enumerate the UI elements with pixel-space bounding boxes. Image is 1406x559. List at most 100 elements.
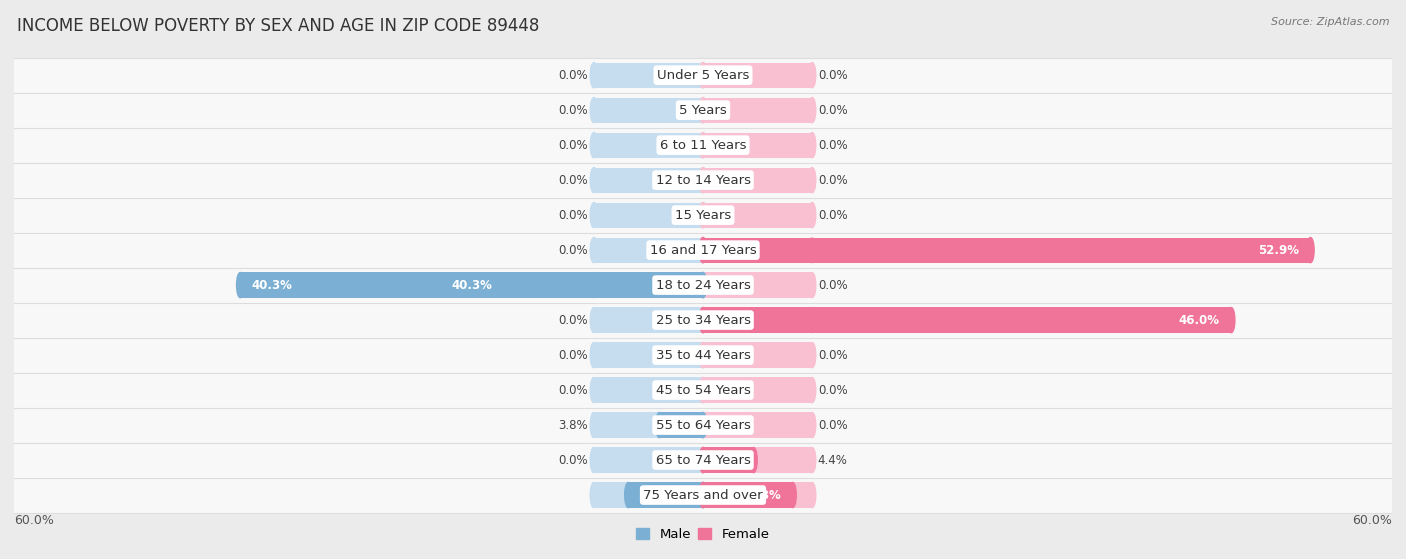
Ellipse shape — [236, 272, 245, 298]
Bar — [703, 447, 813, 473]
Ellipse shape — [808, 202, 815, 228]
Ellipse shape — [699, 447, 707, 473]
Bar — [0, 477, 1406, 513]
Bar — [703, 238, 813, 263]
Ellipse shape — [699, 168, 707, 193]
Ellipse shape — [624, 482, 633, 508]
Ellipse shape — [789, 482, 796, 508]
Text: INCOME BELOW POVERTY BY SEX AND AGE IN ZIP CODE 89448: INCOME BELOW POVERTY BY SEX AND AGE IN Z… — [17, 17, 540, 35]
Bar — [0, 93, 1406, 127]
Ellipse shape — [808, 168, 815, 193]
Ellipse shape — [591, 238, 598, 263]
Bar — [593, 238, 703, 263]
Text: 0.0%: 0.0% — [818, 278, 848, 292]
Text: 0.0%: 0.0% — [558, 103, 588, 117]
Text: 4.4%: 4.4% — [818, 453, 848, 467]
Text: 6.5%: 6.5% — [640, 489, 672, 501]
Ellipse shape — [699, 307, 707, 333]
Bar — [593, 272, 703, 298]
Bar — [0, 408, 1406, 443]
Ellipse shape — [699, 97, 707, 123]
Bar — [628, 482, 703, 508]
Ellipse shape — [808, 97, 815, 123]
Ellipse shape — [699, 307, 707, 333]
Ellipse shape — [699, 482, 707, 508]
Text: 25 to 34 Years: 25 to 34 Years — [655, 314, 751, 326]
Bar — [593, 307, 703, 333]
Bar — [703, 377, 813, 402]
Ellipse shape — [699, 168, 707, 193]
Ellipse shape — [699, 413, 707, 438]
Bar — [703, 343, 813, 368]
Text: 6.5%: 6.5% — [650, 489, 682, 501]
Ellipse shape — [699, 413, 707, 438]
Text: Under 5 Years: Under 5 Years — [657, 69, 749, 82]
Ellipse shape — [699, 377, 707, 402]
Ellipse shape — [808, 307, 815, 333]
Ellipse shape — [808, 482, 815, 508]
Bar — [703, 307, 1232, 333]
Bar — [593, 343, 703, 368]
Text: 0.0%: 0.0% — [818, 174, 848, 187]
Bar — [703, 238, 1310, 263]
Text: 6 to 11 Years: 6 to 11 Years — [659, 139, 747, 151]
Bar — [703, 132, 813, 158]
Bar — [659, 413, 703, 438]
Bar — [0, 198, 1406, 233]
Text: 60.0%: 60.0% — [1353, 514, 1392, 527]
Ellipse shape — [808, 447, 815, 473]
Ellipse shape — [591, 63, 598, 88]
Text: 5 Years: 5 Years — [679, 103, 727, 117]
Text: 0.0%: 0.0% — [558, 69, 588, 82]
Bar — [703, 482, 793, 508]
Bar — [240, 272, 703, 298]
Ellipse shape — [699, 413, 707, 438]
Ellipse shape — [808, 272, 815, 298]
Ellipse shape — [808, 132, 815, 158]
Bar — [0, 58, 1406, 93]
Bar — [593, 482, 703, 508]
Bar — [703, 63, 813, 88]
Ellipse shape — [699, 132, 707, 158]
Text: 0.0%: 0.0% — [818, 349, 848, 362]
Ellipse shape — [1306, 238, 1315, 263]
Bar — [703, 168, 813, 193]
Ellipse shape — [808, 238, 815, 263]
Text: 18 to 24 Years: 18 to 24 Years — [655, 278, 751, 292]
Ellipse shape — [699, 447, 707, 473]
Bar — [0, 372, 1406, 408]
Text: Source: ZipAtlas.com: Source: ZipAtlas.com — [1271, 17, 1389, 27]
Bar — [703, 413, 813, 438]
Text: 0.0%: 0.0% — [818, 383, 848, 396]
Text: 65 to 74 Years: 65 to 74 Years — [655, 453, 751, 467]
Bar — [593, 413, 703, 438]
Bar — [0, 302, 1406, 338]
Text: 35 to 44 Years: 35 to 44 Years — [655, 349, 751, 362]
Bar — [703, 307, 813, 333]
Text: 0.0%: 0.0% — [558, 209, 588, 221]
Ellipse shape — [591, 377, 598, 402]
Ellipse shape — [699, 482, 707, 508]
Bar — [593, 63, 703, 88]
Ellipse shape — [699, 132, 707, 158]
Ellipse shape — [699, 238, 707, 263]
Text: 0.0%: 0.0% — [818, 139, 848, 151]
Text: 52.9%: 52.9% — [1258, 244, 1299, 257]
Text: 0.0%: 0.0% — [558, 314, 588, 326]
Bar — [703, 97, 813, 123]
Ellipse shape — [699, 63, 707, 88]
Text: 55 to 64 Years: 55 to 64 Years — [655, 419, 751, 432]
Ellipse shape — [591, 413, 598, 438]
Ellipse shape — [699, 238, 707, 263]
Text: 0.0%: 0.0% — [818, 69, 848, 82]
Bar — [593, 377, 703, 402]
Text: 15 Years: 15 Years — [675, 209, 731, 221]
Text: 0.0%: 0.0% — [558, 453, 588, 467]
Ellipse shape — [699, 343, 707, 368]
Text: 40.3%: 40.3% — [252, 278, 292, 292]
Ellipse shape — [591, 447, 598, 473]
Text: 60.0%: 60.0% — [14, 514, 53, 527]
Text: 0.0%: 0.0% — [818, 103, 848, 117]
Bar — [0, 443, 1406, 477]
Text: 0.0%: 0.0% — [818, 209, 848, 221]
